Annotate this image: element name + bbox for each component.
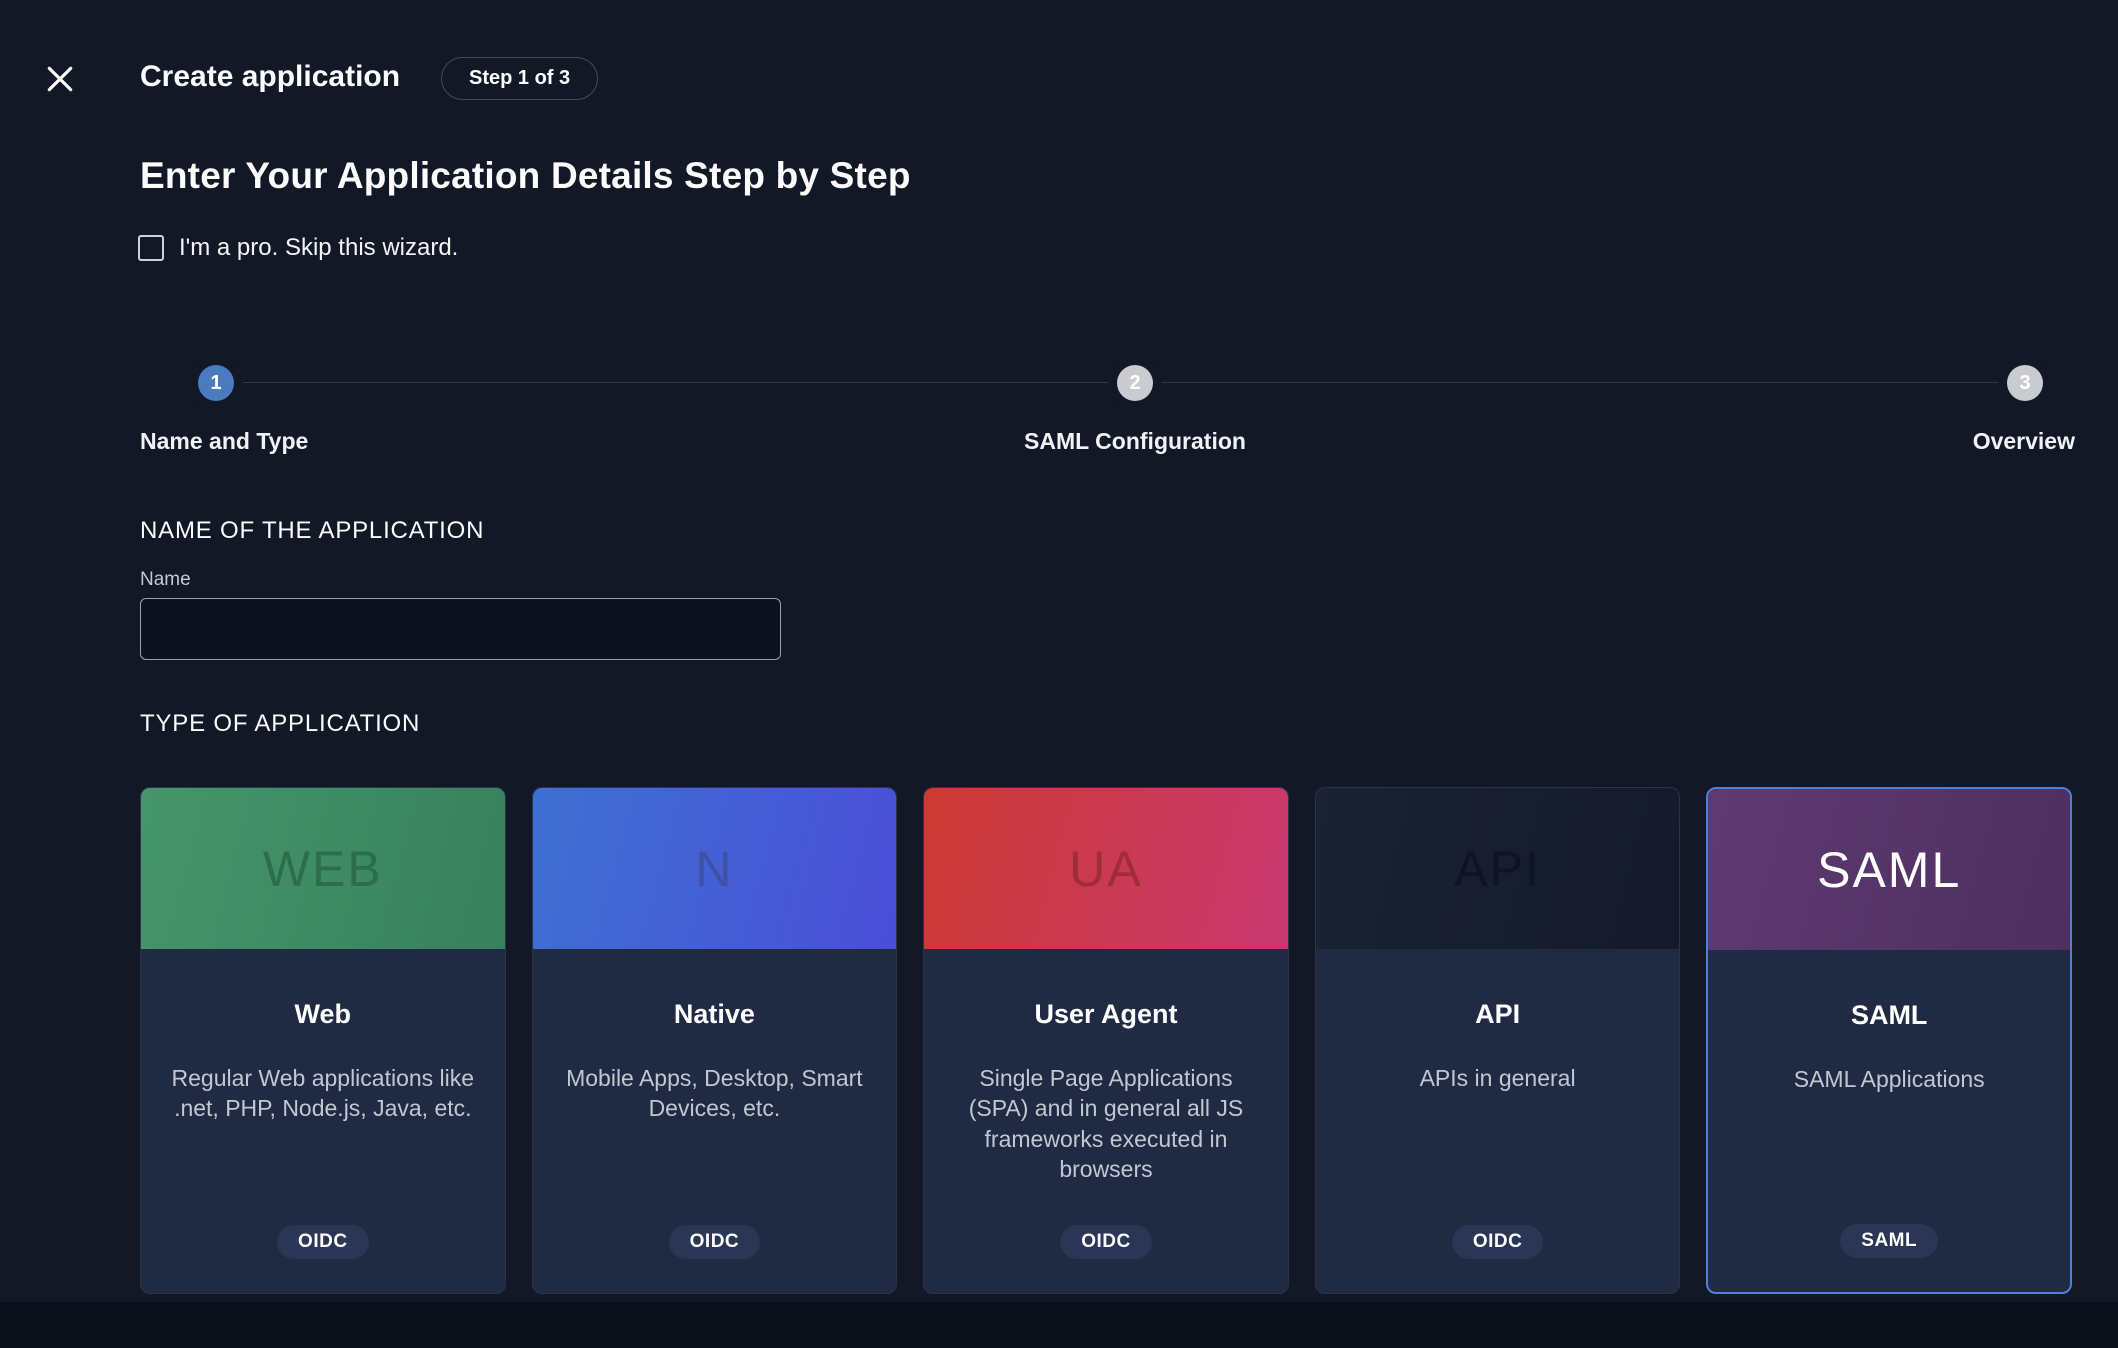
name-input[interactable]	[140, 598, 781, 660]
step-label-name-and-type: Name and Type	[140, 428, 309, 454]
app-type-card-user-agent[interactable]: UA User Agent Single Page Applications (SP…	[923, 787, 1289, 1294]
card-header-art-native: N	[532, 788, 897, 949]
card-header-art-api: API	[1315, 788, 1680, 949]
card-title: API	[1475, 999, 1521, 1029]
app-type-card-native[interactable]: N Native Mobile Apps, Desktop, Smart Devic…	[531, 787, 898, 1294]
card-description: Single Page Applications (SPA) and in ge…	[968, 1065, 1244, 1183]
card-protocol-badge: OIDC	[1060, 1225, 1152, 1259]
card-description: APIs in general	[1419, 1065, 1576, 1091]
page-title: Create application	[140, 60, 401, 93]
application-type-card-list: WEB Web Regular Web applications like .net…	[140, 787, 2072, 1294]
step-circle-1: 1	[198, 365, 234, 401]
step-label-overview: Overview	[1972, 428, 2075, 454]
wizard-heading: Enter Your Application Details Step by S…	[140, 155, 911, 196]
card-body: API APIs in general OIDC	[1316, 949, 1680, 1293]
card-title: SAML	[1850, 1000, 1928, 1030]
card-protocol-badge: SAML	[1840, 1224, 1939, 1258]
card-header-art-saml: SAML	[1708, 789, 2070, 950]
app-type-card-saml[interactable]: SAML SAML SAML Applications SAML	[1706, 787, 2072, 1294]
card-description: SAML Applications	[1793, 1066, 1985, 1092]
name-section-title: NAME OF THE APPLICATION	[140, 517, 485, 544]
close-icon	[44, 63, 76, 98]
step-circle-2: 2	[1117, 365, 1153, 401]
skip-wizard-row[interactable]: I'm a pro. Skip this wizard.	[138, 234, 458, 262]
step-label-saml-configuration: SAML Configuration	[1024, 428, 1246, 454]
app-type-card-api[interactable]: API API APIs in general OIDC	[1314, 787, 1681, 1294]
type-section-title: TYPE OF APPLICATION	[140, 710, 421, 737]
skip-wizard-checkbox[interactable]	[138, 235, 164, 261]
close-button[interactable]	[40, 60, 80, 100]
card-body: User Agent Single Page Applications (SPA)…	[924, 949, 1288, 1293]
footer-band	[0, 1302, 2118, 1348]
card-protocol-badge: OIDC	[1451, 1225, 1544, 1259]
card-description: Mobile Apps, Desktop, Smart Devices, etc…	[566, 1065, 863, 1122]
step-indicator-badge: Step 1 of 3	[441, 57, 599, 100]
card-header-art-user-agent: UA	[924, 788, 1288, 949]
card-body: Native Mobile Apps, Desktop, Smart Device…	[533, 949, 897, 1293]
card-body: SAML SAML Applications SAML	[1708, 950, 2070, 1292]
card-protocol-badge: OIDC	[668, 1225, 761, 1259]
card-header-art-web: WEB	[141, 788, 505, 949]
card-protocol-badge: OIDC	[277, 1225, 369, 1259]
card-title: User Agent	[1034, 999, 1178, 1029]
step-circle-3: 3	[2007, 365, 2043, 401]
card-body: Web Regular Web applications like .net, P…	[141, 949, 505, 1293]
name-field-label: Name	[140, 569, 191, 590]
skip-wizard-label: I'm a pro. Skip this wizard.	[179, 234, 459, 261]
card-description: Regular Web applications like .net, PHP,…	[171, 1065, 475, 1122]
card-title: Web	[294, 999, 352, 1029]
card-title: Native	[673, 999, 755, 1029]
app-type-card-web[interactable]: WEB Web Regular Web applications like .net…	[140, 787, 506, 1294]
